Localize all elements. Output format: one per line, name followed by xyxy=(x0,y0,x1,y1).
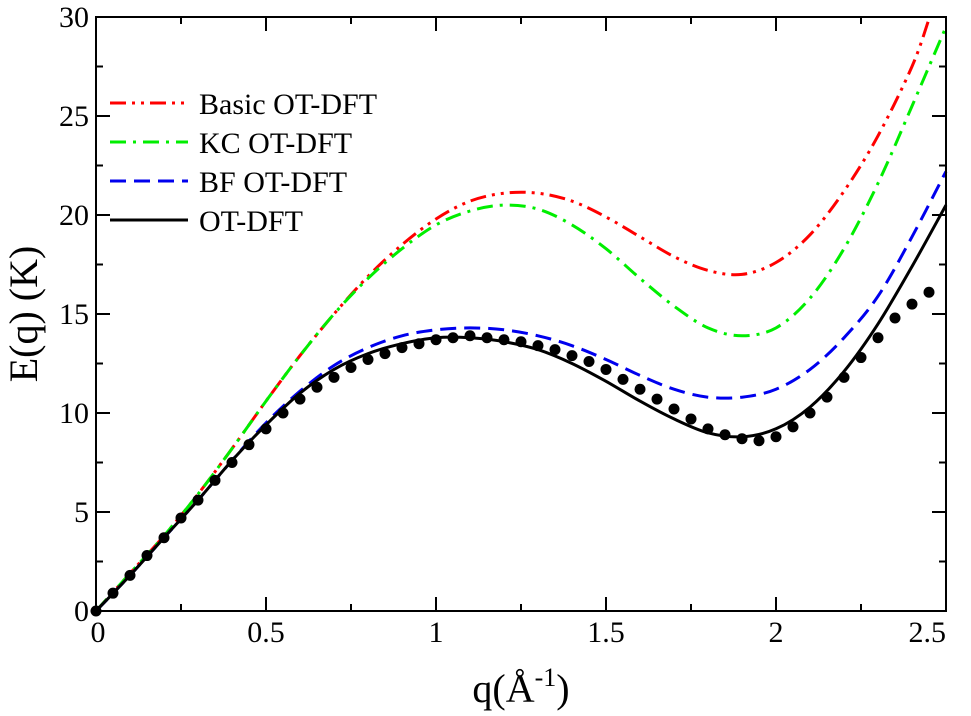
series-line-bf-ot-dft xyxy=(94,170,948,613)
data-point xyxy=(583,356,595,368)
data-point xyxy=(328,371,340,383)
data-point xyxy=(549,344,561,356)
legend-label-basic-ot-dft: Basic OT-DFT xyxy=(199,88,377,121)
y-tick-label: 0 xyxy=(74,595,89,628)
data-point xyxy=(617,373,629,385)
y-tick-label: 10 xyxy=(59,397,89,430)
data-point xyxy=(396,342,408,354)
data-point xyxy=(719,429,731,441)
data-point xyxy=(566,350,578,362)
tick-layer xyxy=(95,16,947,612)
data-point xyxy=(124,569,136,581)
data-point xyxy=(923,286,935,298)
data-point xyxy=(379,348,391,360)
y-axis-label: E(q) (K) xyxy=(1,246,46,383)
x-axis-label: q(Å-1) xyxy=(472,663,569,711)
x-tick-label: 0.5 xyxy=(247,616,285,649)
data-point xyxy=(209,474,221,486)
x-tick-label: 1.5 xyxy=(587,616,625,649)
x-axis-label-close: ) xyxy=(556,666,569,711)
data-point xyxy=(685,413,697,425)
data-point xyxy=(804,407,816,419)
x-tick-label: 2 xyxy=(769,616,784,649)
data-point xyxy=(192,494,204,506)
series-layer xyxy=(94,18,948,613)
data-point xyxy=(464,330,476,342)
data-point xyxy=(872,332,884,344)
data-point xyxy=(498,334,510,346)
data-point xyxy=(277,407,289,419)
series-line-ot-dft xyxy=(94,204,948,613)
scatter-layer xyxy=(90,286,935,617)
x-tick-label: 0 xyxy=(91,616,106,649)
series-line-kc-ot-dft xyxy=(94,26,948,613)
data-point xyxy=(753,435,765,447)
x-tick-label: 1 xyxy=(429,616,444,649)
data-point xyxy=(294,393,306,405)
data-point xyxy=(260,423,272,435)
x-axis-label-superscript: -1 xyxy=(535,663,557,692)
legend-label-ot-dft: OT-DFT xyxy=(199,205,303,238)
series-line-basic-ot-dft xyxy=(94,18,931,613)
data-point xyxy=(107,587,119,599)
data-point xyxy=(702,423,714,435)
legend: Basic OT-DFT KC OT-DFT BF OT-DFT OT-DFT xyxy=(110,88,377,238)
data-point xyxy=(906,298,918,310)
data-point xyxy=(345,361,357,373)
data-point xyxy=(532,340,544,352)
data-point xyxy=(651,393,663,405)
data-point xyxy=(770,431,782,443)
x-axis-label-main: q(Å xyxy=(472,666,534,711)
y-tick-label: 25 xyxy=(59,100,89,133)
data-point xyxy=(600,363,612,375)
y-tick-label: 15 xyxy=(59,298,89,331)
data-point xyxy=(447,332,459,344)
data-point xyxy=(838,371,850,383)
y-tick-label: 30 xyxy=(59,1,89,34)
legend-label-kc-ot-dft: KC OT-DFT xyxy=(199,127,352,160)
x-tick-label: 2.5 xyxy=(909,616,947,649)
data-point xyxy=(889,312,901,324)
data-point xyxy=(736,433,748,445)
data-point xyxy=(787,421,799,433)
data-point xyxy=(158,532,170,544)
y-tick-label: 20 xyxy=(59,199,89,232)
data-point xyxy=(311,381,323,393)
legend-label-bf-ot-dft: BF OT-DFT xyxy=(199,166,347,199)
y-tick-label: 5 xyxy=(74,496,89,529)
data-point xyxy=(515,336,527,348)
data-point xyxy=(481,332,493,344)
data-point xyxy=(413,338,425,350)
data-point xyxy=(668,403,680,415)
data-point xyxy=(855,352,867,364)
data-point xyxy=(430,334,442,346)
data-point xyxy=(226,457,238,468)
tick-label-layer: 0 0.5 1 1.5 2 2.5 0 5 10 15 20 25 30 xyxy=(59,1,946,649)
data-point xyxy=(141,550,153,562)
data-point xyxy=(362,354,374,366)
data-point xyxy=(175,512,187,524)
data-point xyxy=(243,439,255,451)
data-point xyxy=(821,391,833,403)
data-point xyxy=(634,383,646,395)
